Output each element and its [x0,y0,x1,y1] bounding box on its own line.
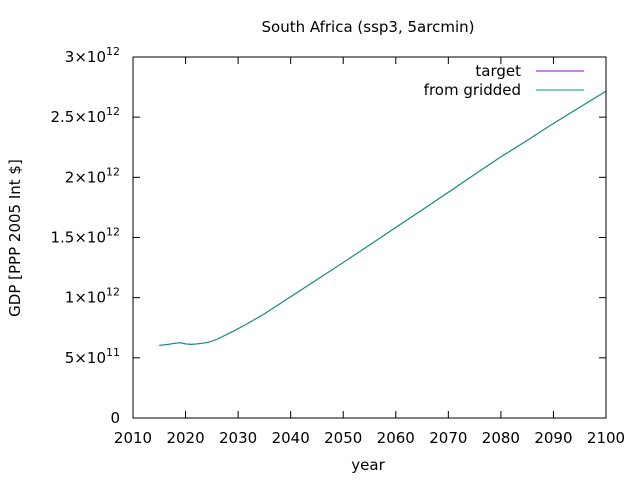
legend-label: from gridded [424,81,521,99]
y-tick-mantissa: 5×10 [65,349,106,367]
x-tick-label: 2060 [377,429,415,447]
y-tick-mantissa: 2.5×10 [50,108,106,126]
series-layer [159,90,607,346]
y-tick-mantissa: 1.5×10 [50,229,106,247]
y-axis-label: GDP [PPP 2005 Int $] [6,159,24,317]
x-tick-label: 2090 [534,429,572,447]
y-tick-label: 5×1011 [65,346,120,367]
y-tick-label: 2×1012 [65,165,120,186]
x-tick-label: 2050 [324,429,362,447]
chart-title: South Africa (ssp3, 5arcmin) [262,18,475,36]
x-axis-label: year [351,456,385,474]
plot-border [132,56,607,419]
y-tick-mantissa: 2×10 [65,168,106,186]
y-tick-exponent: 12 [106,286,120,299]
y-tick-exponent: 12 [106,226,120,239]
axis-ticks: 2010 2020 2030 2040 2050 2060 2070 2080 2090 2100… [50,45,625,447]
y-tick-label: 1.5×1012 [50,226,120,247]
y-tick-label: 3×1012 [65,45,120,66]
x-tick-label: 2070 [429,429,467,447]
y-tick-mantissa: 1×10 [65,289,106,307]
x-tick-label: 2040 [272,429,310,447]
series-line-1 [159,90,607,346]
y-tick-label: 1×1012 [65,286,120,307]
x-tick-label: 2010 [114,429,152,447]
y-tick-exponent: 12 [106,105,120,118]
x-tick-label: 2020 [166,429,204,447]
y-tick-label: 2.5×1012 [50,105,120,126]
x-tick-label: 2100 [587,429,625,447]
y-tick-exponent: 11 [106,346,120,359]
y-tick-exponent: 12 [106,45,120,58]
series-line-0 [159,90,607,346]
x-tick-label: 2080 [482,429,520,447]
x-tick-label: 2030 [219,429,257,447]
y-tick-mantissa: 3×10 [65,48,106,66]
legend-label: target [475,62,521,80]
y-tick-mantissa: 0 [110,409,120,427]
y-tick-label: 0 [110,409,120,427]
y-tick-exponent: 12 [106,165,120,178]
